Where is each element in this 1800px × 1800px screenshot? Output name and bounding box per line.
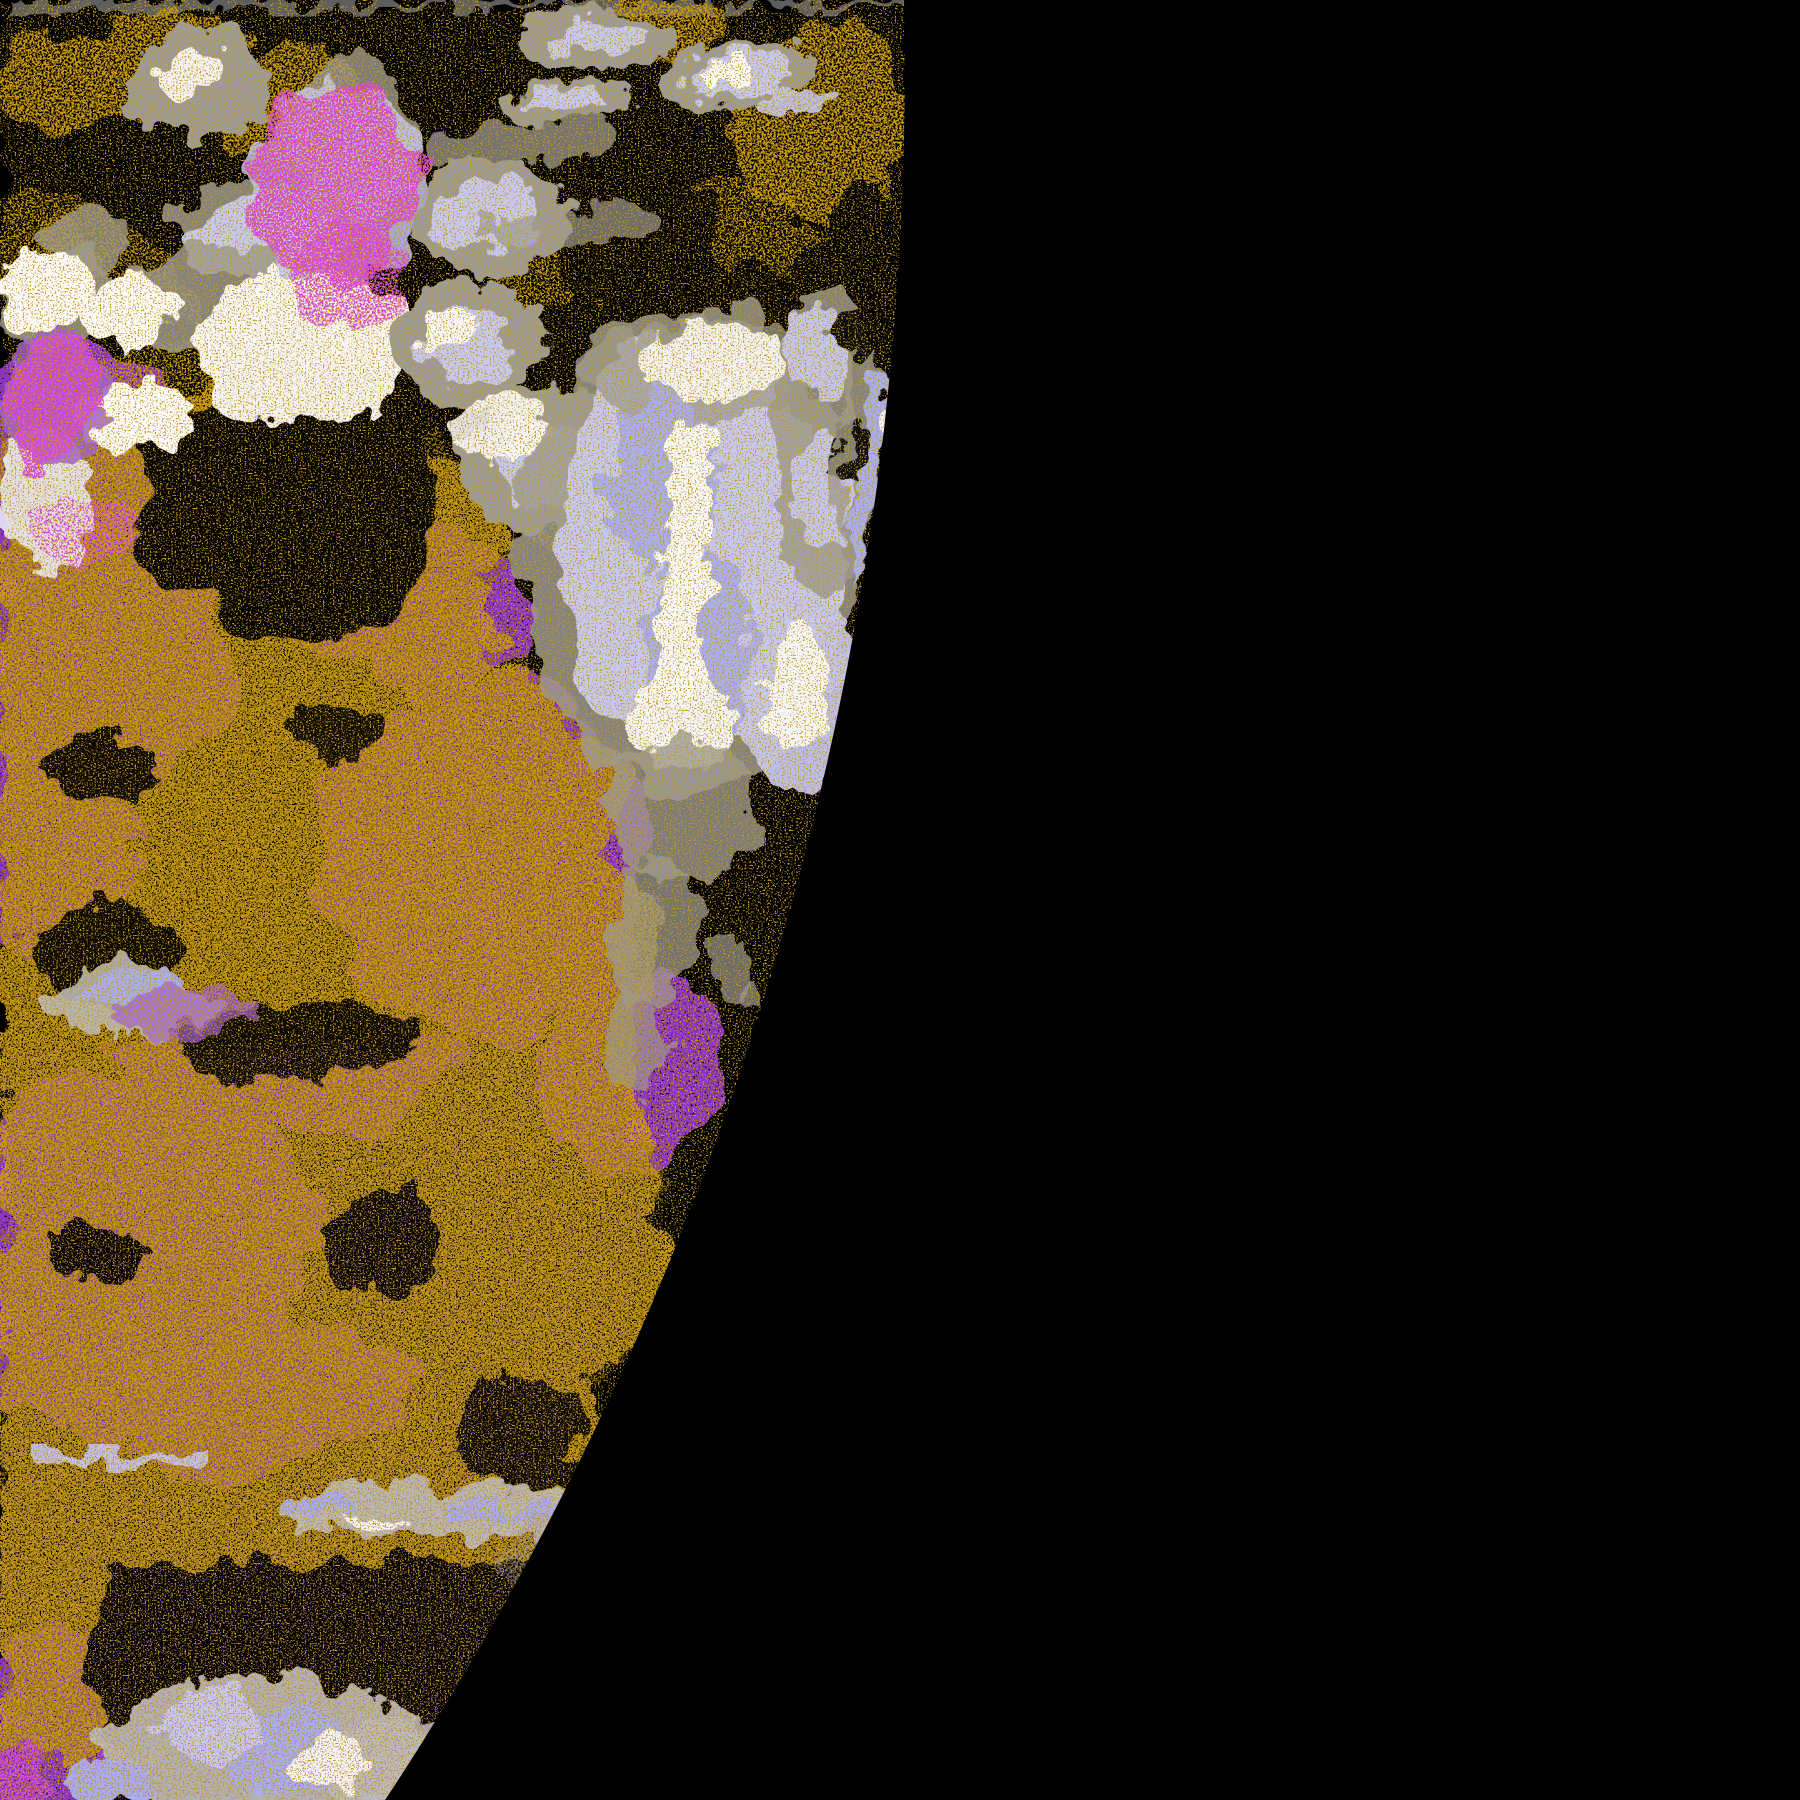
earth-disk <box>0 0 905 1800</box>
